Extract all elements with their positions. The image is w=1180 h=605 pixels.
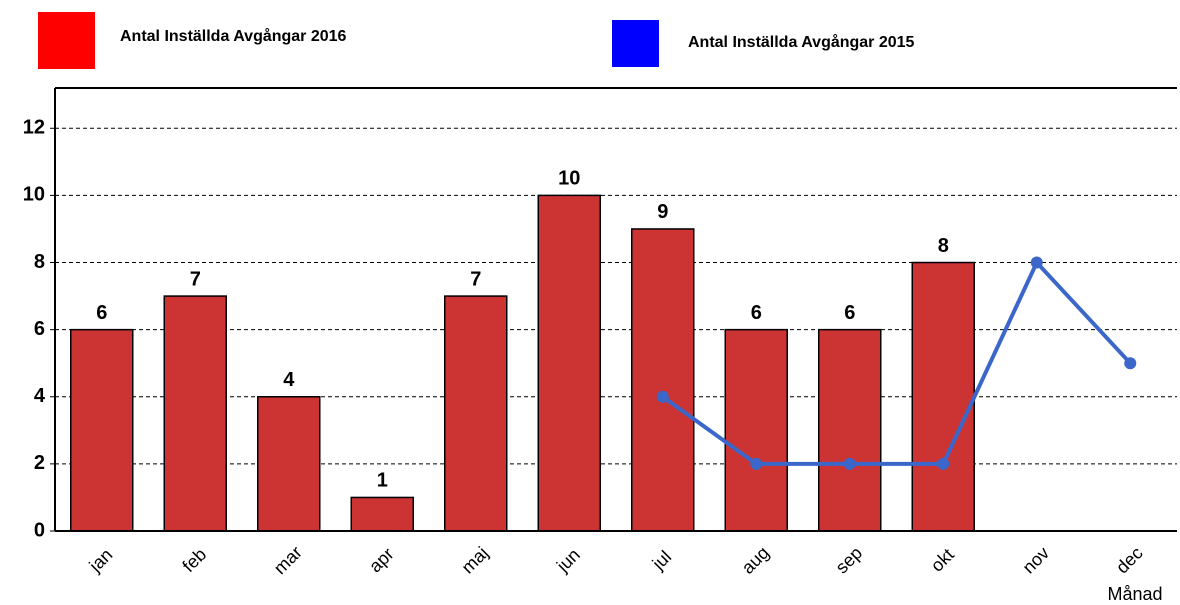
data-label: 6	[751, 302, 762, 324]
data-label: 6	[844, 302, 855, 324]
x-tick-label: maj	[458, 543, 493, 578]
bar	[537, 194, 601, 532]
line-marker	[937, 457, 950, 470]
line-marker	[1124, 357, 1137, 370]
y-tick-label: 6	[34, 318, 45, 340]
data-label: 7	[190, 268, 201, 290]
x-tick-label: jul	[648, 547, 676, 575]
x-tick-label: apr	[365, 544, 398, 577]
data-label: 1	[377, 470, 388, 492]
x-axis-label: Månad	[1107, 584, 1162, 604]
y-tick-label: 2	[34, 452, 45, 474]
bar	[631, 228, 695, 532]
x-tick-label: nov	[1019, 543, 1054, 578]
data-label: 7	[470, 268, 481, 290]
line	[661, 258, 1132, 466]
data-label: 6	[96, 302, 107, 324]
legend-label: Antal Inställda Avgångar 2016	[120, 27, 347, 45]
bar	[257, 396, 321, 532]
x-tick-label: dec	[1112, 543, 1147, 578]
x-tick-label: aug	[738, 542, 773, 577]
x-tick-label: okt	[927, 545, 958, 576]
data-label: 8	[938, 235, 949, 257]
y-tick-label: 0	[34, 519, 45, 541]
bar	[911, 261, 975, 532]
line-marker	[750, 457, 763, 470]
y-tick-label: 8	[34, 251, 45, 273]
x-tick-label: mar	[270, 542, 306, 578]
legend-swatch	[612, 20, 659, 67]
line-marker	[843, 457, 856, 470]
legend-label: Antal Inställda Avgångar 2015	[688, 33, 915, 51]
x-tick-label: jun	[552, 545, 584, 577]
bar	[70, 328, 134, 532]
data-label: 9	[657, 201, 668, 223]
line-marker	[656, 390, 669, 403]
y-tick-label: 10	[23, 184, 45, 206]
legend-swatch	[38, 12, 95, 69]
bar	[350, 496, 414, 532]
x-tick-label: jan	[85, 545, 117, 577]
x-tick-label: sep	[832, 543, 867, 578]
data-label: 4	[283, 369, 295, 391]
x-tick-label: feb	[178, 544, 210, 576]
bar	[444, 295, 508, 532]
bar	[724, 328, 788, 532]
y-tick-label: 12	[23, 117, 45, 139]
y-tick-label: 4	[34, 385, 46, 407]
data-label: 10	[558, 168, 580, 190]
line-marker	[1030, 256, 1043, 269]
bar	[818, 328, 882, 532]
bar	[163, 295, 227, 532]
